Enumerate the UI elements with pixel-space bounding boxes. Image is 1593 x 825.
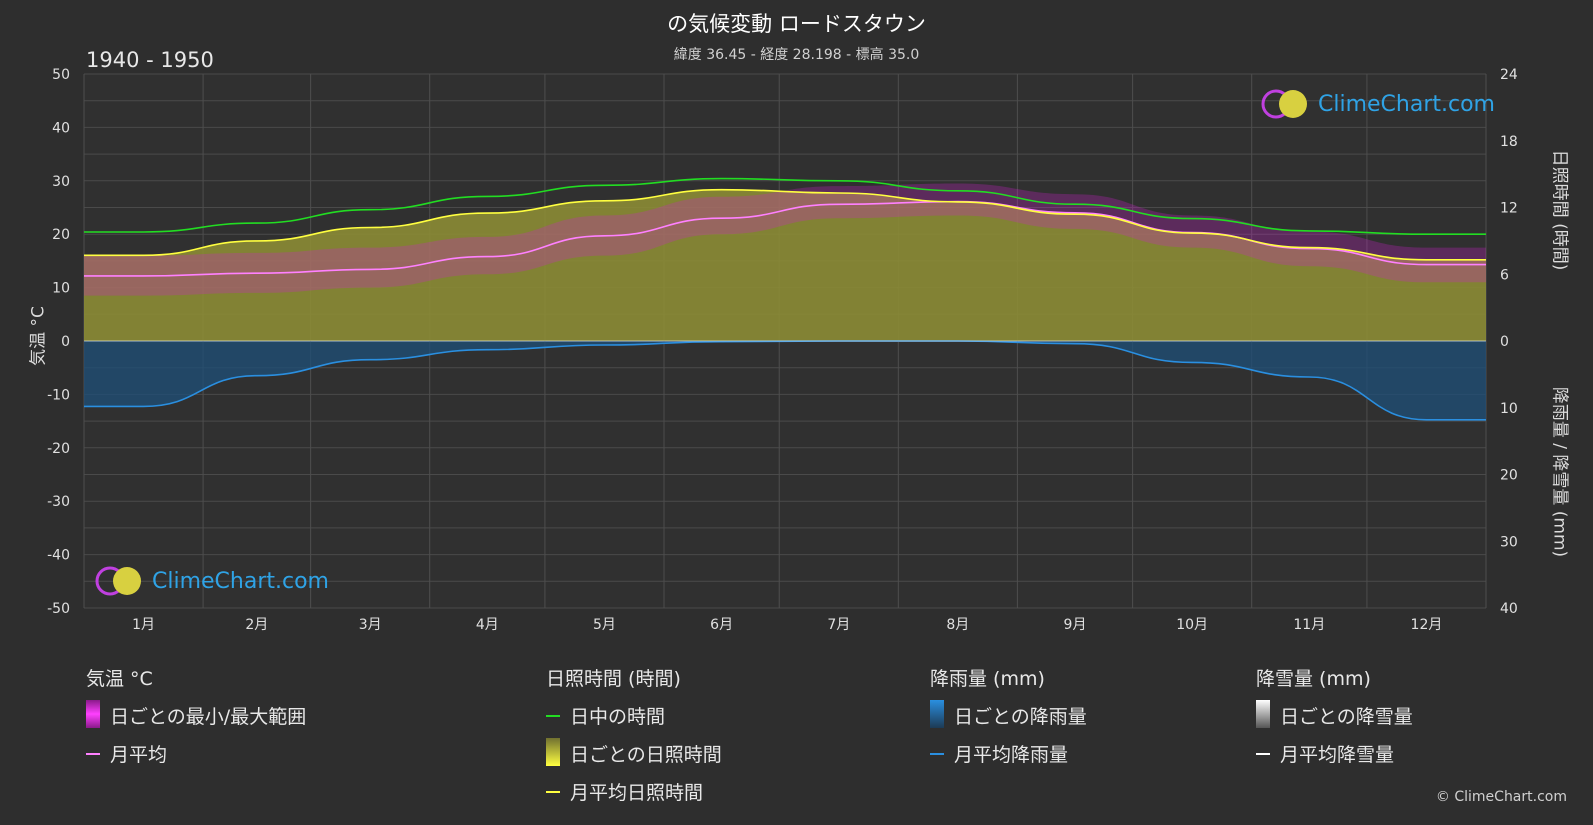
sun-tick-label: 18 (1500, 134, 1518, 150)
sun-tick-label: 24 (1500, 67, 1518, 83)
legend-temp-avg: 月平均 (110, 744, 168, 766)
chart-title: の気候変動 ロードスタウン (667, 12, 926, 36)
month-tick-label: 1月 (132, 617, 155, 633)
legend-snow-swatch (1256, 700, 1270, 728)
climechart-logo-icon (95, 566, 141, 596)
legend-rain-avg-swatch (930, 753, 944, 755)
month-tick-label: 3月 (359, 617, 382, 633)
legend-rain-head: 降雨量 (mm) (930, 668, 1045, 690)
temp-tick-label: 10 (52, 281, 70, 297)
right-top-axis-title: 日照時間 (時間) (1549, 149, 1570, 271)
month-tick-label: 6月 (710, 617, 733, 633)
legend-rain-swatch (930, 700, 944, 728)
legend-snow-avg-swatch (1256, 753, 1270, 755)
month-tick-label: 5月 (593, 617, 616, 633)
logo-top[interactable]: ClimeChart.com (1260, 88, 1495, 120)
legend-temp-avg-swatch (86, 753, 100, 755)
temp-tick-label: -20 (47, 441, 70, 457)
sun-tick-label: 12 (1500, 201, 1518, 217)
temp-tick-label: 20 (52, 227, 70, 243)
legend-snow-daily: 日ごとの降雪量 (1280, 706, 1413, 728)
legend-daylight-swatch (546, 715, 560, 717)
copyright: © ClimeChart.com (1435, 789, 1567, 805)
chart-subtitle: 緯度 36.45 - 経度 28.198 - 標高 35.0 (673, 47, 920, 63)
tick-labels: 1月 2月 3月 4月 5月 6月 7月 8月 9月 10月 11月 12月 50 40 30 20 10 0 -1… (47, 67, 1518, 633)
precip-tick-label: 40 (1500, 601, 1518, 617)
legend-sunshine-avg: 月平均日照時間 (570, 782, 704, 804)
temp-tick-label: -30 (47, 494, 70, 510)
rain-area (84, 341, 1486, 420)
legend-temp-range: 日ごとの最小/最大範囲 (110, 706, 307, 728)
daylight-line (83, 177, 1486, 235)
sunshine-area (84, 189, 1486, 341)
sun-tick-label: 0 (1500, 334, 1509, 350)
precip-tick-label: 10 (1500, 401, 1518, 417)
month-tick-label: 11月 (1293, 617, 1325, 633)
month-tick-label: 7月 (827, 617, 850, 633)
legend-sunshine-swatch (546, 738, 560, 766)
month-tick-label: 2月 (245, 617, 268, 633)
sunshine-avg-line (83, 188, 1486, 261)
legend-temp-range-swatch (86, 700, 100, 728)
month-tick-label: 8月 (946, 617, 969, 633)
period-label: 1940 - 1950 (86, 48, 214, 72)
temp-tick-label: 50 (52, 67, 70, 83)
precip-tick-label: 30 (1500, 534, 1518, 550)
month-tick-label: 4月 (476, 617, 499, 633)
legend-rain-avg: 月平均降雨量 (954, 744, 1069, 766)
logo-text: ClimeChart.com (1318, 91, 1495, 117)
logo-text: ClimeChart.com (152, 568, 329, 594)
legend-sunshine-daily: 日ごとの日照時間 (570, 744, 722, 766)
month-tick-label: 12月 (1411, 617, 1443, 633)
temp-tick-label: 0 (61, 334, 70, 350)
month-tick-label: 10月 (1176, 617, 1208, 633)
left-axis-title: 気温 °C (28, 306, 49, 366)
precip-tick-label: 20 (1500, 468, 1518, 484)
month-tick-label: 9月 (1064, 617, 1087, 633)
legend-rain-daily: 日ごとの降雨量 (954, 706, 1087, 728)
legend-snow-avg: 月平均降雪量 (1280, 744, 1395, 766)
series-lines (83, 177, 1486, 421)
temp-tick-label: 30 (52, 174, 70, 190)
legend-sun-head: 日照時間 (時間) (546, 668, 681, 690)
temp-tick-label: -10 (47, 387, 70, 403)
temp-tick-label: 40 (52, 120, 70, 136)
legend-temp-head: 気温 °C (86, 668, 153, 690)
sun-tick-label: 6 (1500, 267, 1509, 283)
temp-tick-label: -40 (47, 548, 70, 564)
legend-daylight: 日中の時間 (570, 706, 666, 728)
climechart-logo-icon (1261, 89, 1307, 119)
logo-bottom[interactable]: ClimeChart.com (94, 565, 329, 597)
legend-snow-head: 降雪量 (mm) (1256, 668, 1371, 690)
legend-sunshine-avg-swatch (546, 791, 560, 793)
temp-tick-label: -50 (47, 601, 70, 617)
right-bottom-axis-title: 降雨量 / 降雪量 (mm) (1549, 386, 1570, 558)
